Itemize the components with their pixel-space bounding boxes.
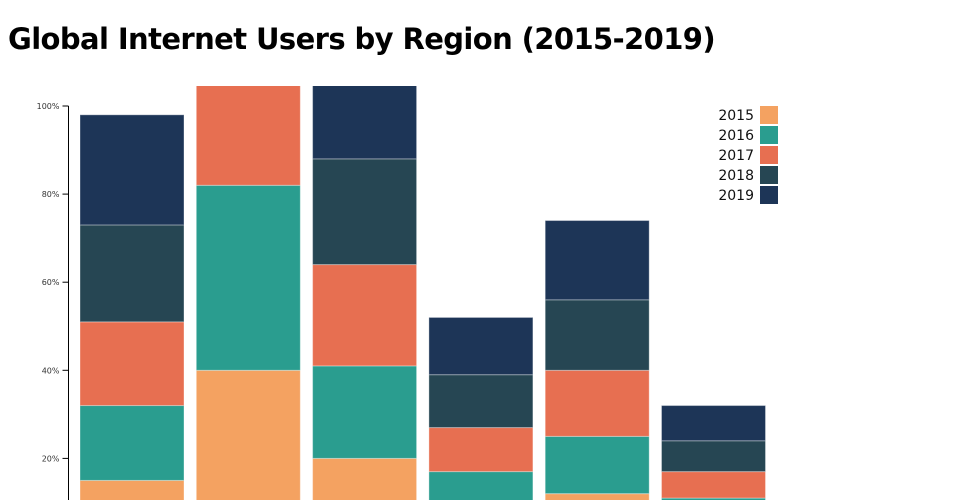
bar-segment-2018 (544, 299, 650, 371)
bar-segment-2015 (79, 479, 185, 500)
bar-segment-2019 (544, 220, 650, 301)
legend-item-2016: 2016 (718, 126, 778, 144)
legend-swatch (760, 166, 778, 184)
bar-stack (312, 86, 418, 500)
legend: 2015 2016 2017 2018 2019 (718, 106, 778, 204)
bar-segment-2016 (195, 184, 301, 371)
bar-segment-2017 (428, 427, 534, 473)
legend-swatch (760, 146, 778, 164)
legend-item-2019: 2019 (718, 186, 778, 204)
y-tick-label: 40% (42, 366, 60, 375)
legend-swatch (760, 186, 778, 204)
bar-segment-2018 (428, 374, 534, 429)
bar-segment-2017 (544, 369, 650, 437)
y-tick-label: 100% (37, 102, 60, 111)
chart-title: Global Internet Users by Region (2015-20… (8, 22, 716, 56)
bar-segment-2017 (195, 86, 301, 186)
bar-stack (79, 114, 185, 500)
bar-stack (428, 316, 534, 500)
y-tick-label: 60% (42, 278, 60, 287)
bar-stack (195, 86, 301, 500)
bar-segment-2019 (428, 316, 534, 376)
bar-segment-2019 (661, 405, 766, 442)
bar-segment-2016 (544, 435, 650, 495)
bar-segment-2018 (661, 440, 766, 473)
legend-item-2017: 2017 (718, 146, 778, 164)
bar-segment-2017 (661, 471, 766, 499)
bar-segment-2015 (544, 493, 650, 500)
bar-segment-2017 (79, 321, 185, 407)
legend-label: 2018 (718, 168, 754, 184)
legend-label: 2019 (718, 188, 754, 204)
legend-label: 2015 (718, 108, 754, 124)
bar-segment-2016 (312, 365, 418, 459)
bar-stack (661, 405, 766, 500)
bar-segment-2015 (312, 457, 418, 500)
bar-segment-2016 (428, 471, 534, 500)
legend-item-2018: 2018 (718, 166, 778, 184)
y-tick-label: 80% (42, 190, 60, 199)
y-axis: 20% 40% 60% 80% 100% (37, 102, 69, 500)
legend-item-2015: 2015 (718, 106, 778, 124)
bar-segment-2018 (312, 158, 418, 266)
y-tick-label: 20% (42, 454, 60, 463)
legend-label: 2017 (718, 148, 754, 164)
bar-segment-2016 (661, 497, 766, 500)
legend-label: 2016 (718, 128, 754, 144)
legend-swatch (760, 106, 778, 124)
bar-segment-2018 (79, 224, 185, 323)
legend-swatch (760, 126, 778, 144)
bars-layer (79, 86, 766, 500)
bar-segment-2016 (79, 405, 185, 481)
bar-segment-2019 (79, 114, 185, 226)
bar-segment-2019 (312, 86, 418, 160)
bar-segment-2017 (312, 264, 418, 367)
bar-segment-2015 (195, 369, 301, 500)
bar-stack (544, 220, 650, 500)
